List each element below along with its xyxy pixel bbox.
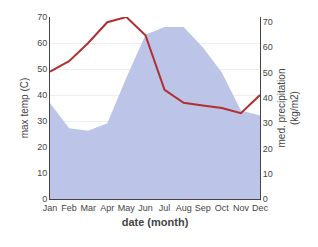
svg-text:med. precipitation(kg/m2): med. precipitation(kg/m2) <box>276 69 300 148</box>
svg-text:40: 40 <box>263 93 273 103</box>
svg-text:70: 70 <box>37 12 47 22</box>
svg-text:20: 20 <box>37 142 47 152</box>
svg-text:Oct: Oct <box>215 203 230 213</box>
svg-text:Mar: Mar <box>80 203 96 213</box>
svg-text:60: 60 <box>37 38 47 48</box>
svg-text:40: 40 <box>37 90 47 100</box>
svg-text:0: 0 <box>42 194 47 204</box>
svg-text:Sep: Sep <box>195 203 211 213</box>
svg-text:60: 60 <box>263 42 273 52</box>
svg-text:50: 50 <box>263 68 273 78</box>
svg-text:30: 30 <box>37 116 47 126</box>
svg-text:0: 0 <box>263 194 268 204</box>
svg-text:Jun: Jun <box>138 203 153 213</box>
svg-text:Feb: Feb <box>61 203 77 213</box>
svg-text:Dec: Dec <box>252 203 269 213</box>
svg-text:Jan: Jan <box>43 203 58 213</box>
svg-text:max temp (C): max temp (C) <box>19 78 30 139</box>
svg-text:Nov: Nov <box>233 203 250 213</box>
svg-text:50: 50 <box>37 64 47 74</box>
svg-text:10: 10 <box>263 169 273 179</box>
svg-text:70: 70 <box>263 17 273 27</box>
svg-text:10: 10 <box>37 168 47 178</box>
svg-text:Apr: Apr <box>100 203 114 213</box>
svg-text:30: 30 <box>263 118 273 128</box>
svg-text:date (month): date (month) <box>122 216 189 228</box>
svg-text:May: May <box>118 203 136 213</box>
svg-text:Jul: Jul <box>159 203 171 213</box>
svg-text:Aug: Aug <box>176 203 192 213</box>
svg-text:20: 20 <box>263 144 273 154</box>
